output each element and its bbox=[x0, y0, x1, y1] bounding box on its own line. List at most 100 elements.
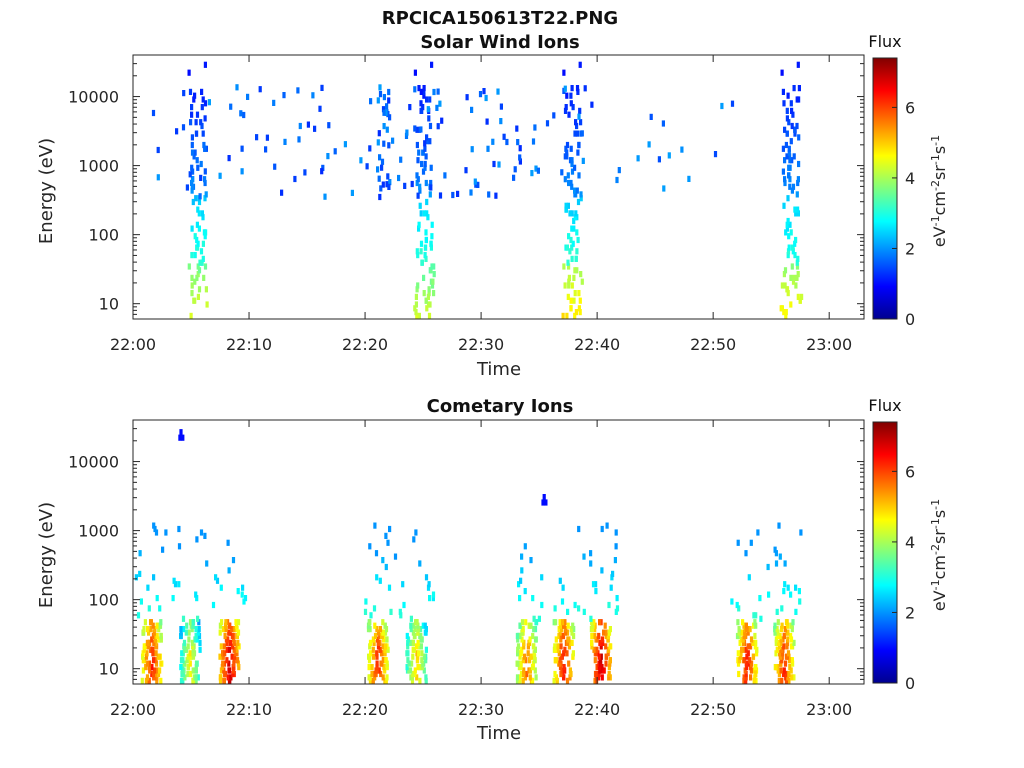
heatmap-cell bbox=[416, 629, 420, 636]
heatmap-cell bbox=[146, 626, 150, 633]
heatmap-cell bbox=[533, 124, 537, 131]
heatmap-cell bbox=[754, 639, 758, 646]
heatmap-cell bbox=[562, 69, 566, 76]
heatmap-cell bbox=[572, 274, 576, 281]
heatmap-cell bbox=[142, 643, 146, 650]
heatmap-cell bbox=[146, 584, 150, 591]
heatmap-cell bbox=[792, 274, 796, 281]
heatmap-cell bbox=[424, 153, 428, 160]
heatmap-cell bbox=[195, 274, 199, 281]
heatmap-cell bbox=[568, 674, 572, 681]
heatmap-cell bbox=[558, 629, 562, 636]
heatmap-cell bbox=[179, 626, 183, 633]
heatmap-cell bbox=[200, 259, 204, 266]
heatmap-cell bbox=[572, 626, 576, 633]
heatmap-cell bbox=[154, 657, 158, 664]
heatmap-cell bbox=[367, 622, 371, 629]
heatmap-cell bbox=[795, 263, 800, 270]
heatmap-cell bbox=[590, 101, 594, 108]
heatmap-cell bbox=[520, 553, 524, 560]
heatmap-cell bbox=[222, 660, 227, 667]
heatmap-cell bbox=[190, 225, 194, 232]
heatmap-cell bbox=[406, 650, 410, 657]
heatmap-cell bbox=[566, 259, 570, 266]
heatmap-cell bbox=[779, 660, 783, 667]
heatmap-cell bbox=[794, 236, 798, 244]
heatmap-cell bbox=[604, 653, 608, 660]
heatmap-cell bbox=[783, 660, 788, 667]
heatmap-cell bbox=[784, 309, 788, 316]
heatmap-cell bbox=[382, 94, 386, 101]
heatmap-cell bbox=[417, 149, 421, 156]
heatmap-cell bbox=[415, 312, 419, 319]
heatmap-cell bbox=[614, 543, 618, 550]
heatmap-cell bbox=[608, 626, 612, 633]
heatmap-cell bbox=[199, 174, 203, 181]
heatmap-cell bbox=[577, 113, 581, 120]
heatmap-cell bbox=[785, 639, 790, 646]
heatmap-cell bbox=[408, 104, 412, 111]
heatmap-cell bbox=[219, 667, 223, 674]
heatmap-cell bbox=[552, 112, 556, 119]
heatmap-cell bbox=[383, 629, 388, 636]
heatmap-cell bbox=[386, 539, 390, 546]
heatmap-cell bbox=[456, 190, 460, 197]
heatmap-cell bbox=[789, 667, 793, 674]
heatmap-cell bbox=[749, 539, 753, 546]
heatmap-cell bbox=[383, 667, 387, 674]
heatmap-cell bbox=[190, 176, 195, 183]
heatmap-cell bbox=[782, 588, 786, 595]
heatmap-cell bbox=[566, 608, 570, 615]
heatmap-cell bbox=[197, 626, 201, 633]
heatmap-cell bbox=[157, 636, 161, 643]
heatmap-cell bbox=[570, 225, 574, 232]
heatmap-cell bbox=[800, 293, 804, 300]
heatmap-cell bbox=[741, 629, 745, 636]
heatmap-cell bbox=[423, 140, 427, 147]
heatmap-cell bbox=[571, 622, 575, 629]
heatmap-cell bbox=[545, 120, 550, 127]
heatmap-cell bbox=[518, 145, 522, 152]
heatmap-cell bbox=[561, 312, 565, 319]
heatmap-cell bbox=[553, 643, 557, 650]
heatmap-cell bbox=[194, 667, 198, 674]
heatmap-cell bbox=[785, 130, 789, 137]
heatmap-cell bbox=[422, 85, 426, 92]
heatmap-cell bbox=[597, 670, 601, 678]
heatmap-cell bbox=[419, 248, 423, 255]
heatmap-cell bbox=[523, 674, 528, 681]
heatmap-cell bbox=[185, 657, 189, 664]
heatmap-cell bbox=[515, 677, 520, 684]
heatmap-cell bbox=[429, 240, 433, 247]
heatmap-cell bbox=[592, 646, 596, 653]
heatmap-cell bbox=[430, 221, 434, 228]
heatmap-cell bbox=[151, 109, 156, 117]
heatmap-cell bbox=[414, 529, 418, 536]
heatmap-cell bbox=[416, 626, 421, 633]
heatmap-cell bbox=[171, 595, 175, 602]
heatmap-cell bbox=[577, 605, 581, 612]
heatmap-cell bbox=[577, 141, 581, 149]
heatmap-cell bbox=[381, 106, 386, 113]
heatmap-cell bbox=[749, 664, 753, 671]
heatmap-cell bbox=[742, 632, 746, 640]
heatmap-cell bbox=[225, 646, 229, 653]
heatmap-cell bbox=[234, 650, 238, 657]
heatmap-cell bbox=[429, 244, 433, 251]
heatmap-cell bbox=[785, 115, 789, 122]
heatmap-cell bbox=[794, 210, 798, 217]
heatmap-cell bbox=[375, 626, 379, 633]
x-tick-label: 22:30 bbox=[458, 700, 504, 719]
heatmap-cell bbox=[533, 636, 538, 643]
heatmap-cell bbox=[744, 626, 748, 633]
heatmap-cell bbox=[156, 174, 160, 181]
x-tick-label: 22:30 bbox=[458, 335, 504, 354]
heatmap-cell bbox=[790, 626, 794, 633]
heatmap-cell bbox=[780, 605, 784, 612]
heatmap-cell bbox=[375, 667, 379, 674]
heatmap-cell bbox=[608, 674, 612, 681]
heatmap-cell bbox=[221, 626, 226, 633]
colorbar-tick-label: 0 bbox=[905, 310, 915, 329]
heatmap-cell bbox=[492, 160, 496, 168]
heatmap-cell bbox=[494, 192, 498, 199]
